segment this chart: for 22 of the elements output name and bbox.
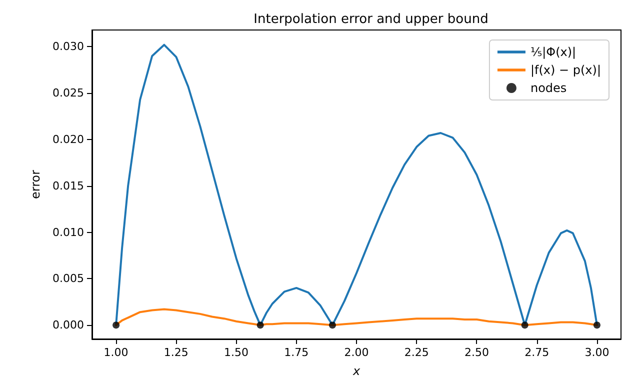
y-tick-label: 0.005 — [52, 272, 84, 286]
y-tick-label: 0.030 — [52, 40, 84, 54]
x-tick-label: 2.75 — [524, 346, 550, 359]
x-tick-label: 1.50 — [224, 346, 249, 359]
x-tick-label: 2.25 — [404, 346, 429, 359]
x-tick-label: 1.25 — [164, 346, 188, 359]
chart-title: Interpolation error and upper bound — [254, 12, 488, 27]
y-axis-title: error — [28, 170, 43, 200]
legend-label: ⅕|Φ(x)| — [530, 45, 576, 59]
y-tick-label: 0.020 — [52, 132, 84, 146]
x-tick-label: 1.00 — [104, 346, 128, 359]
x-tick-label: 2.50 — [464, 346, 489, 359]
x-tick-label: 1.75 — [284, 346, 309, 359]
x-tick-label: 3.00 — [584, 346, 610, 359]
legend-label: nodes — [530, 81, 567, 95]
y-tick-label: 0.015 — [52, 179, 84, 192]
y-tick-label: 0.010 — [52, 226, 84, 239]
y-tick-label: 0.000 — [52, 318, 84, 332]
x-axis-title: x — [352, 364, 361, 378]
legend-label: |f(x) − p(x)| — [530, 63, 602, 77]
x-tick-label: 2.00 — [344, 346, 369, 359]
y-tick-label: 0.025 — [52, 86, 84, 100]
